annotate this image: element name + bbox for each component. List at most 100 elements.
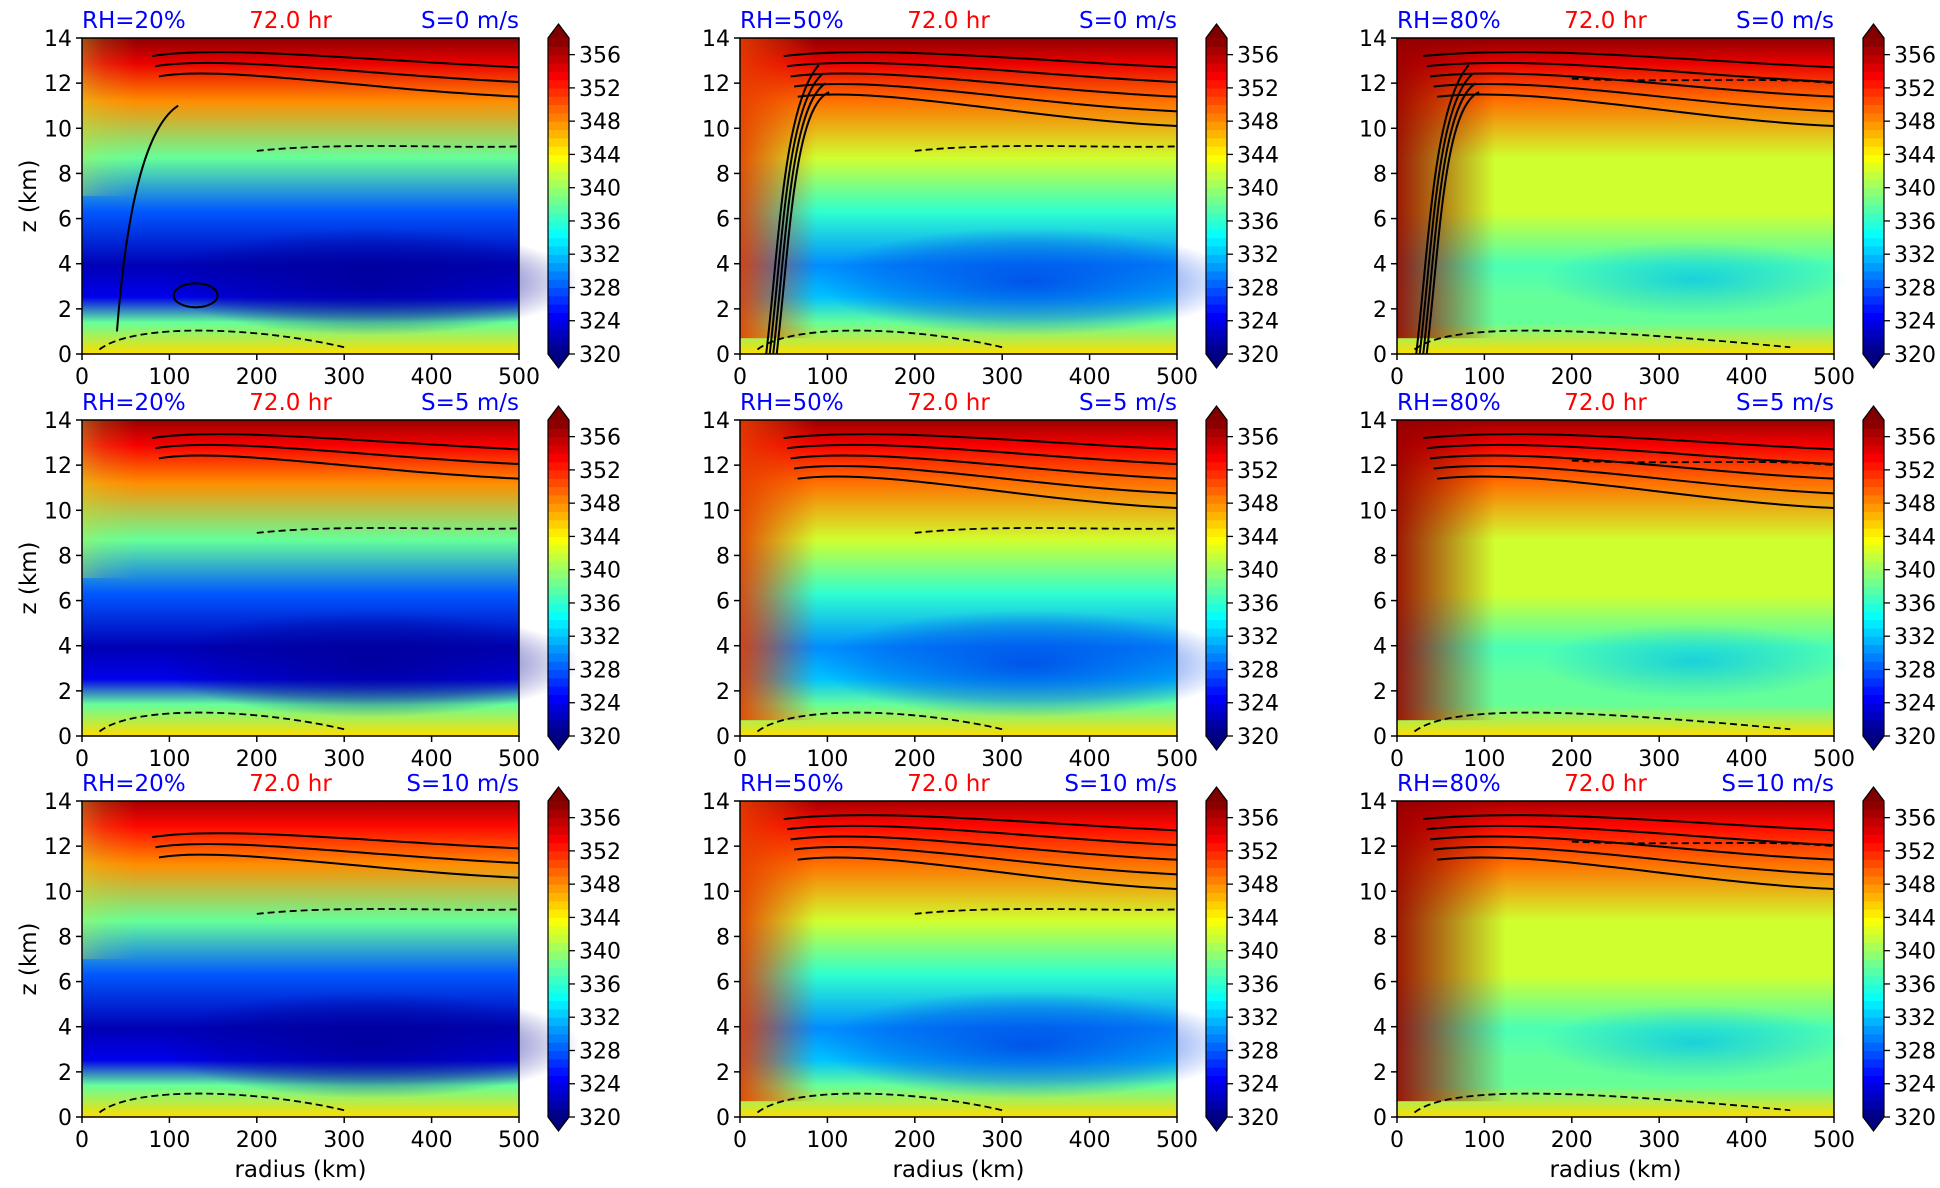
colorbar-band	[1206, 1058, 1227, 1068]
colorbar-band	[1863, 602, 1884, 612]
y-tick-label: 6	[58, 208, 72, 233]
colorbar-band	[548, 875, 569, 885]
colorbar-band	[1206, 611, 1227, 621]
x-tick-label: 400	[411, 1128, 453, 1153]
colorbar-band	[1863, 850, 1884, 860]
contour-lines	[151, 433, 520, 480]
colorbar-band	[548, 1025, 569, 1035]
x-tick-label: 0	[733, 365, 747, 390]
colorbar-band	[1206, 975, 1227, 985]
y-tick-label: 10	[702, 880, 730, 905]
colorbar-band	[1206, 809, 1227, 819]
colorbar-tick-label: 344	[1237, 906, 1279, 931]
colorbar-band	[1206, 825, 1227, 835]
colorbar-tick-label: 336	[579, 592, 621, 617]
colorbar-tick-label: 324	[1894, 1073, 1936, 1098]
colorbar-tick-label: 320	[579, 1106, 621, 1131]
y-tick-label: 10	[44, 499, 72, 524]
axis-ticks: 0 100 200 300 400 500 0 2 4 6 8 10 12 14	[702, 409, 1198, 772]
colorbar-band	[1863, 196, 1884, 205]
colorbar-tick-label: 324	[1237, 692, 1279, 717]
time-title: 72.0 hr	[249, 771, 332, 797]
upper-dashed-contour	[1571, 459, 1835, 467]
colorbar-band	[1863, 677, 1884, 687]
upper-dashed-contour	[256, 908, 520, 915]
colorbar-band	[1206, 661, 1227, 671]
rh-title: RH=20%	[82, 390, 186, 416]
colorbar-band	[1206, 569, 1227, 579]
x-tick-label: 300	[981, 1128, 1023, 1153]
colorbar-band	[1863, 46, 1884, 56]
colorbar-band	[1206, 237, 1227, 247]
colorbar-band	[548, 312, 569, 322]
colorbar-band	[1206, 1100, 1227, 1110]
y-tick-label: 2	[1373, 1061, 1387, 1086]
colorbar-band	[1863, 229, 1884, 239]
colorbar-band	[1206, 1017, 1227, 1027]
eyewall-contour	[775, 91, 830, 355]
x-tick-label: 300	[1638, 365, 1680, 390]
colorbar-band	[1863, 925, 1884, 935]
colorbar-band	[1863, 486, 1884, 496]
colorbar-band	[1863, 295, 1884, 305]
colorbar-band	[1863, 436, 1884, 446]
colorbar-band	[1863, 1042, 1884, 1052]
x-tick-label: 0	[1390, 1128, 1404, 1153]
outflow-contour	[155, 61, 520, 84]
y-tick-label: 10	[1359, 499, 1387, 524]
colorbar: 320 324 328 332 336 340 344 348 352 356	[1205, 405, 1279, 751]
outflow-contour	[794, 82, 1178, 113]
colorbar-band	[1863, 1017, 1884, 1027]
outflow-contour	[797, 856, 1178, 891]
colorbar-band	[1206, 817, 1227, 827]
colorbar-band	[548, 137, 569, 147]
colorbar-band	[548, 428, 569, 438]
colorbar-band	[548, 220, 569, 230]
colorbar-band	[548, 1108, 569, 1118]
plot-frame	[739, 419, 1178, 737]
y-tick-label: 8	[716, 544, 730, 569]
y-tick-label: 2	[716, 680, 730, 705]
colorbar-band	[548, 304, 569, 314]
y-tick-label: 8	[58, 544, 72, 569]
dashed-contour-lines	[1413, 459, 1835, 733]
colorbar-band	[548, 212, 569, 222]
colorbar-band	[1206, 1075, 1227, 1085]
colorbar-band	[1863, 453, 1884, 463]
colorbar-band	[1863, 727, 1884, 737]
colorbar-band	[548, 436, 569, 446]
eyewall-contour	[1422, 82, 1477, 355]
colorbar-band	[1206, 892, 1227, 902]
panel-rh50-s0: 0 100 200 300 400 500 0 2 4 6 8 10 12 14 RH=50% 72.0 hr…	[702, 8, 1279, 390]
colorbar-band	[548, 245, 569, 255]
colorbar-band	[1863, 1108, 1884, 1118]
colorbar-tick-label: 332	[1237, 625, 1279, 650]
outflow-contour	[787, 61, 1178, 84]
colorbar-tick-label: 336	[1894, 210, 1936, 235]
colorbar-band	[548, 204, 569, 214]
colorbar-band	[548, 1042, 569, 1052]
colorbar-band	[548, 536, 569, 546]
colorbar-band	[1206, 850, 1227, 860]
colorbar-band	[1206, 917, 1227, 927]
outflow-contour	[1437, 856, 1835, 891]
colorbar-tick-label: 356	[1894, 807, 1936, 832]
time-title: 72.0 hr	[1564, 390, 1647, 416]
outflow-contour	[1426, 824, 1835, 847]
colorbar-band	[548, 925, 569, 935]
outflow-contour	[1423, 814, 1835, 832]
shear-title: S=0 m/s	[1736, 8, 1834, 34]
colorbar-band	[548, 1008, 569, 1018]
colorbar-band	[1863, 569, 1884, 579]
colorbar-band	[1863, 71, 1884, 81]
colorbar-band	[548, 494, 569, 504]
dry-layer-shading	[818, 991, 1239, 1099]
x-tick-label: 200	[894, 1128, 936, 1153]
colorbar-band	[1206, 586, 1227, 596]
colorbar-band	[548, 129, 569, 139]
colorbar-band	[1863, 79, 1884, 89]
colorbar-tick-label: 320	[1894, 343, 1936, 368]
colorbar-band	[1863, 212, 1884, 222]
colorbar-band	[1206, 801, 1227, 810]
colorbar-band	[1863, 702, 1884, 712]
